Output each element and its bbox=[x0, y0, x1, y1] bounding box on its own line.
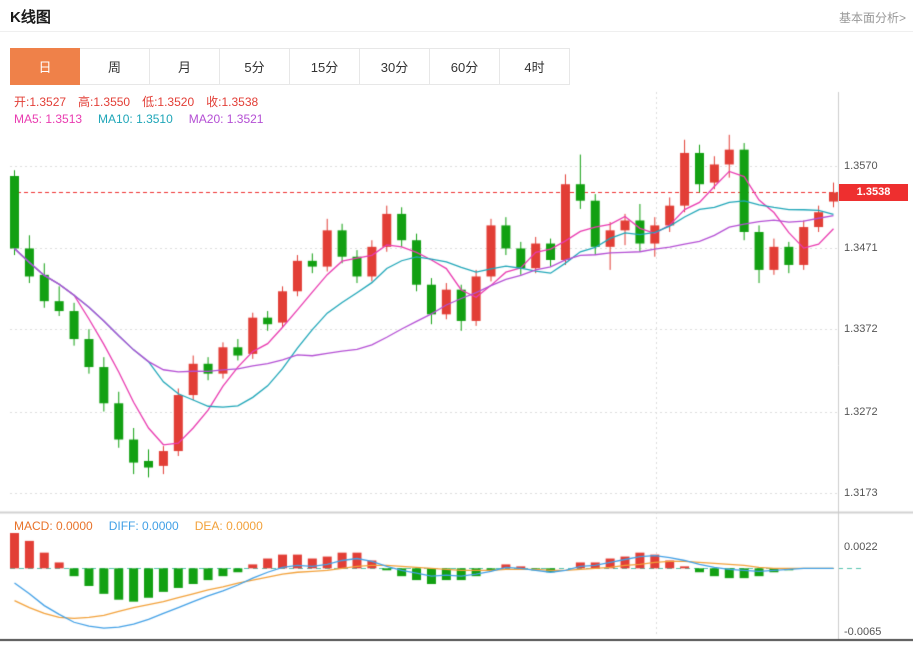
tab-4hour[interactable]: 4时 bbox=[500, 48, 570, 85]
ma20-value: MA20: 1.3521 bbox=[188, 112, 264, 126]
macd-value: MACD: 0.0000 bbox=[14, 519, 93, 533]
price-tick: 1.3372 bbox=[844, 323, 878, 336]
price-tick: 1.3570 bbox=[844, 160, 878, 173]
dea-value: DEA: 0.0000 bbox=[194, 519, 263, 533]
macd-tick: -0.0065 bbox=[844, 626, 882, 639]
ohlc-legend: 开:1.3527 高:1.3550 低:1.3520 收:1.3538 bbox=[14, 93, 270, 110]
high-value: 高:1.3550 bbox=[78, 95, 131, 109]
open-value: 开:1.3527 bbox=[14, 95, 67, 109]
close-value: 收:1.3538 bbox=[206, 95, 259, 109]
ma5-value: MA5: 1.3513 bbox=[14, 112, 83, 126]
tab-15min[interactable]: 15分 bbox=[290, 48, 360, 85]
tab-60min[interactable]: 60分 bbox=[430, 48, 500, 85]
low-value: 低:1.3520 bbox=[142, 95, 195, 109]
diff-value: DIFF: 0.0000 bbox=[108, 519, 179, 533]
macd-tick: 0.0022 bbox=[844, 540, 878, 553]
header: K线图 基本面分析> bbox=[0, 0, 913, 32]
macd-legend: MACD: 0.0000 DIFF: 0.0000 DEA: 0.0000 bbox=[14, 519, 279, 533]
price-tick: 1.3272 bbox=[844, 405, 878, 418]
tab-30min[interactable]: 30分 bbox=[360, 48, 430, 85]
fundamental-analysis-link[interactable]: 基本面分析> bbox=[838, 11, 906, 25]
tab-day[interactable]: 日 bbox=[10, 48, 80, 85]
ma-legend: MA5: 1.3513 MA10: 1.3510 MA20: 1.3521 bbox=[14, 112, 279, 126]
tab-week[interactable]: 周 bbox=[80, 48, 150, 85]
price-tick: 1.3471 bbox=[844, 241, 878, 254]
tab-month[interactable]: 月 bbox=[150, 48, 220, 85]
price-tick: 1.3173 bbox=[844, 487, 878, 500]
current-price-badge: 1.3538 bbox=[839, 184, 908, 202]
period-tabbar: 日周月 5分 15分 30分 60分 4时 bbox=[10, 48, 570, 85]
ma10-value: MA10: 1.3510 bbox=[98, 112, 173, 126]
page-title: K线图 bbox=[10, 9, 51, 26]
tab-5min[interactable]: 5分 bbox=[220, 48, 290, 85]
